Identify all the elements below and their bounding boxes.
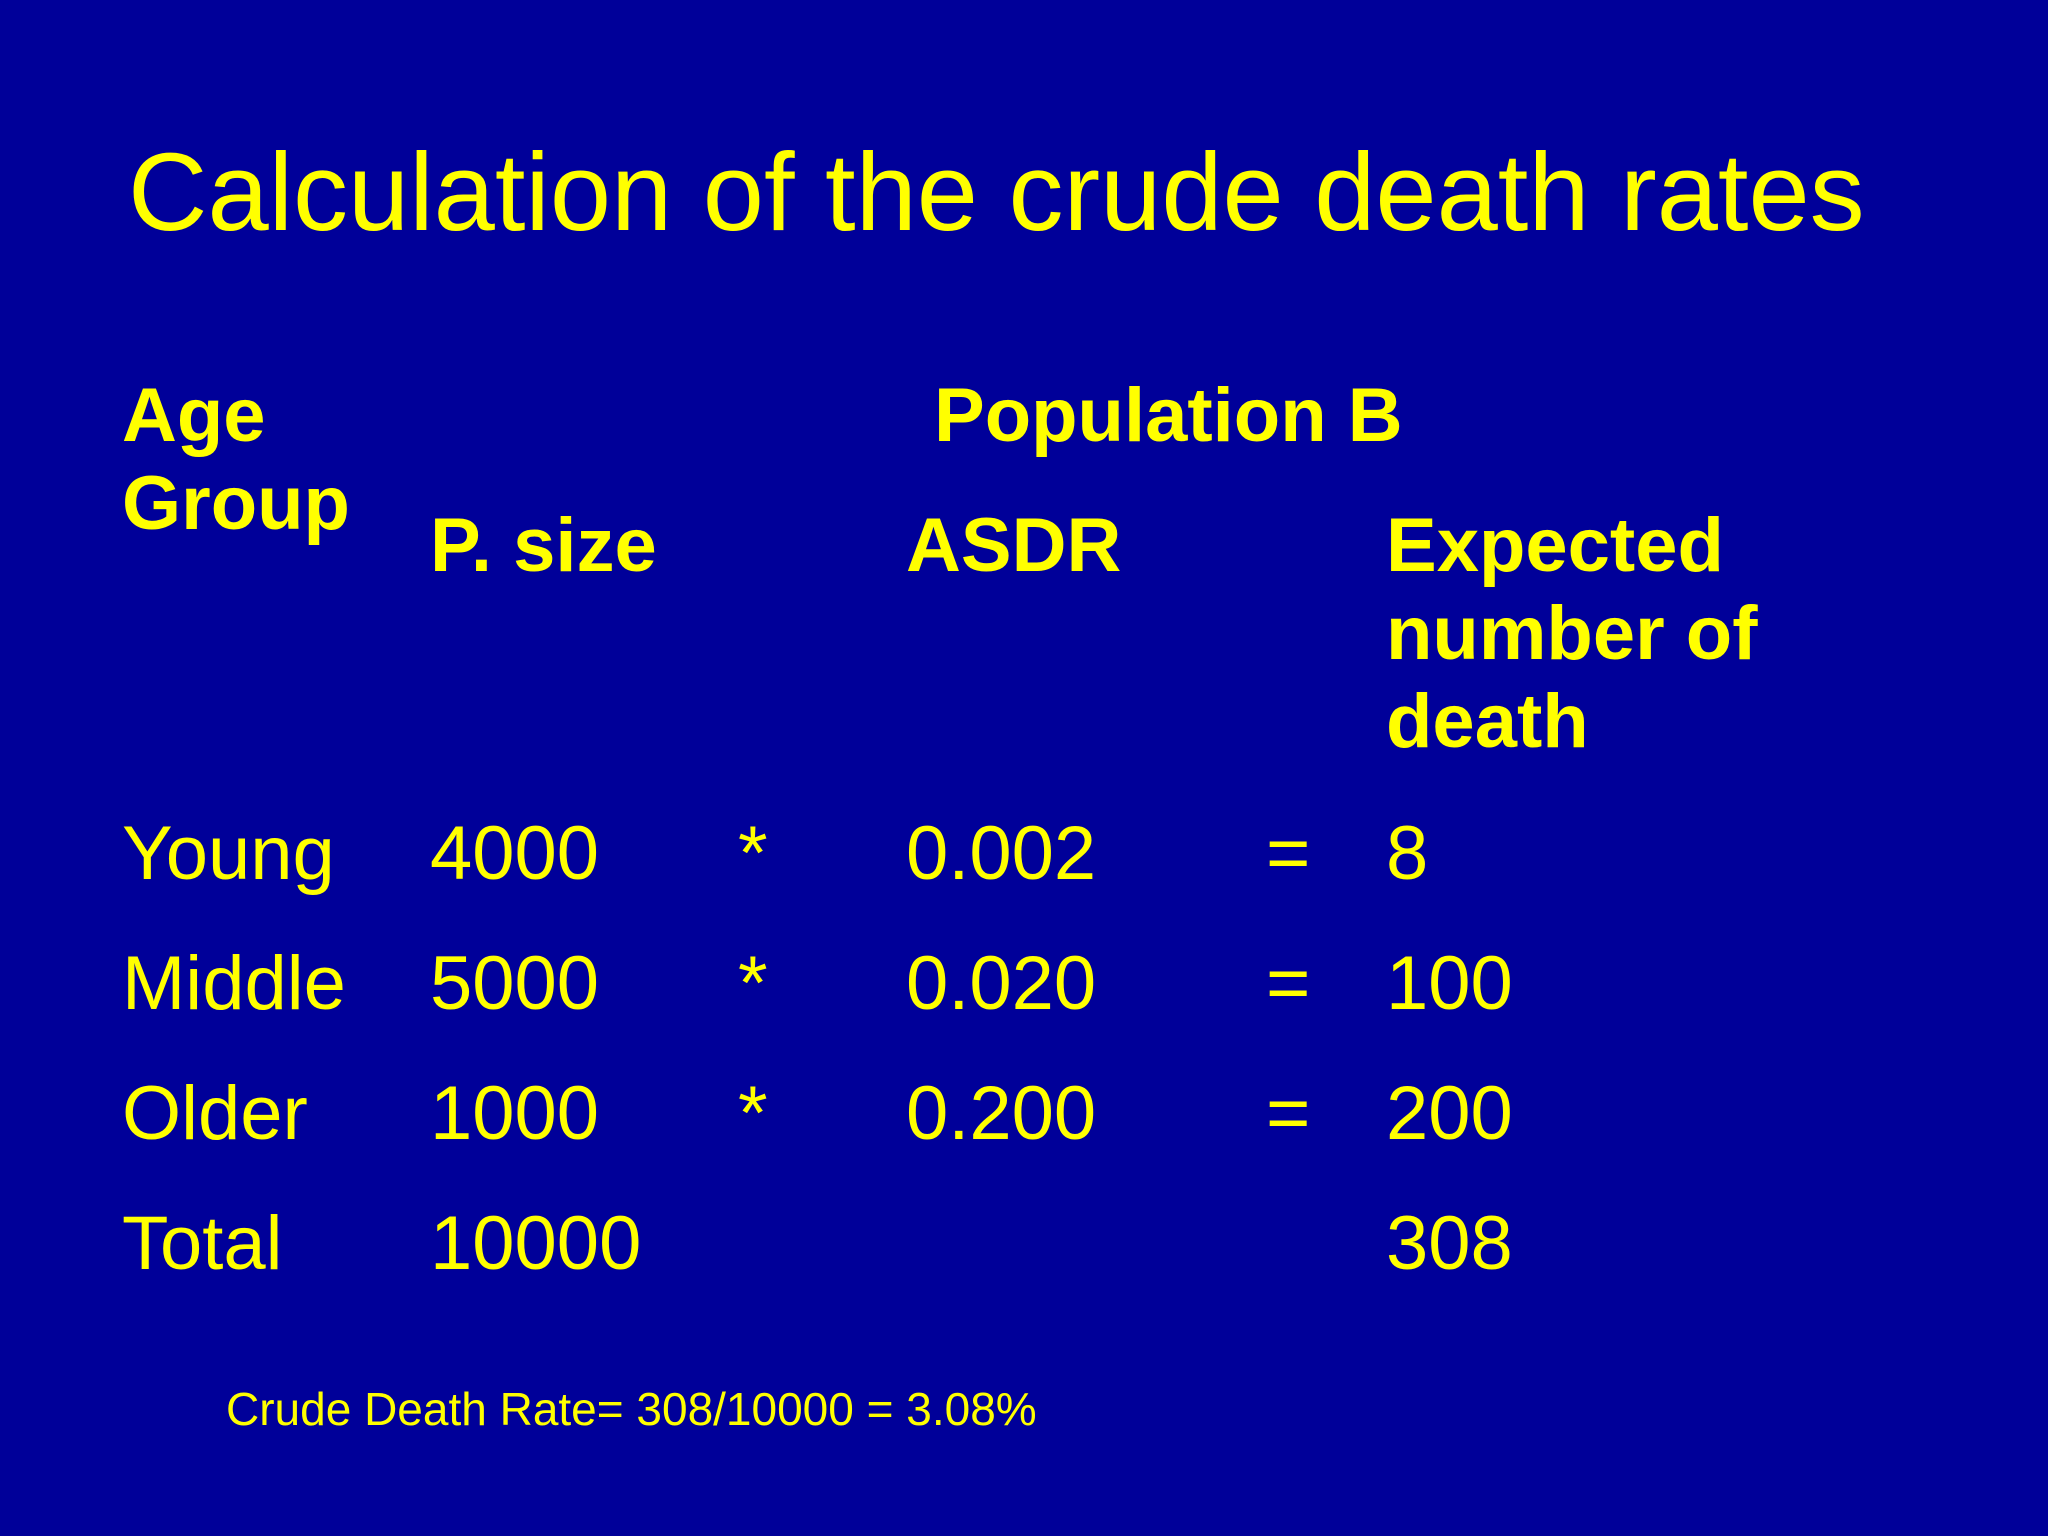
row-young-asdr: 0.002 [906,811,1097,896]
row-older-size: 1000 [430,1071,600,1156]
crude-death-rate-footnote: Crude Death Rate= 308/10000 = 3.08% [226,1383,1037,1435]
row-older-eq: = [1266,1071,1311,1156]
header-population-b: Population B [934,373,1403,458]
row-young-eq: = [1266,811,1311,896]
header-age-group: Age Group [122,372,350,548]
header-p-size: P. size [430,503,657,588]
row-middle-mult: * [738,941,768,1026]
header-asdr: ASDR [906,503,1122,588]
row-older-expected: 200 [1386,1071,1513,1156]
row-middle-size: 5000 [430,941,600,1026]
row-young-group: Young [122,811,335,896]
row-young-expected: 8 [1386,811,1429,896]
row-older-asdr: 0.200 [906,1071,1097,1156]
row-total-group: Total [122,1201,283,1286]
row-middle-eq: = [1266,941,1311,1026]
row-middle-expected: 100 [1386,941,1513,1026]
slide-title: Calculation of the crude death rates [128,131,1865,254]
header-age-group-line1: Age [122,373,266,458]
header-expected-line2: number of [1386,591,1758,676]
row-older-group: Older [122,1071,308,1156]
row-older-mult: * [738,1071,768,1156]
row-middle-asdr: 0.020 [906,941,1097,1026]
row-young-mult: * [738,811,768,896]
row-total-expected: 308 [1386,1201,1513,1286]
row-middle-group: Middle [122,941,346,1026]
header-expected-deaths: Expected number of death [1386,502,1758,766]
header-expected-line3: death [1386,679,1589,764]
header-expected-line1: Expected [1386,503,1724,588]
header-age-group-line2: Group [122,461,350,546]
row-young-size: 4000 [430,811,600,896]
row-total-size: 10000 [430,1201,642,1286]
